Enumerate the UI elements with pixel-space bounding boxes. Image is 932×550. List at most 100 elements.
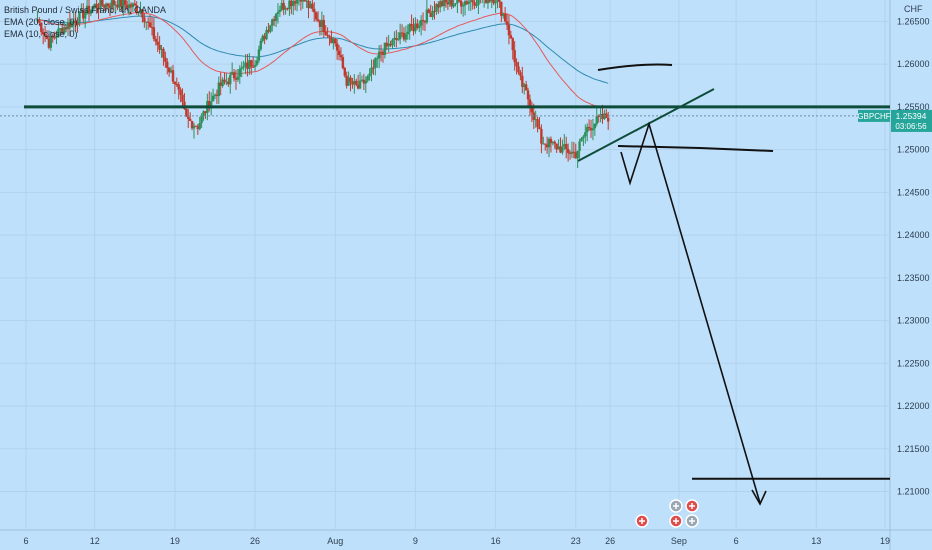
economic-events[interactable] [635,499,699,528]
candle-body [183,101,186,109]
candle-body [316,19,320,21]
candle-body [290,0,293,7]
candle-body [112,0,116,5]
candle-body [192,125,196,129]
event-flag-icon[interactable] [669,514,683,528]
event-flag-icon[interactable] [635,514,649,528]
candle-body [503,14,507,22]
candle-body [127,4,131,9]
y-tick-label: 1.23500 [897,273,930,283]
candle-body [574,152,577,159]
price-axis[interactable]: 1.26500 1.26000 1.25500 1.25000 1.24500 1.240… [897,4,930,497]
y-tick-label: 1.22000 [897,401,930,411]
candle-body [461,5,465,7]
candle-body [345,75,348,86]
x-tick-label: 13 [811,536,821,546]
candle-body [82,9,85,19]
candle-body [418,25,421,28]
candle-body [148,22,152,27]
ema20-label: EMA (20, close, 0) [4,17,78,27]
candle-body [45,35,49,39]
candle-body [91,6,95,10]
candle-body [492,0,495,4]
projection-path [620,121,761,504]
candle-body [171,70,175,82]
candle-body [358,80,362,89]
candle-body [498,0,501,2]
candle-body [57,28,60,37]
candle-body [251,66,255,68]
candle-body [370,67,373,74]
candle-body [103,5,106,8]
candle-body [135,5,138,12]
candle-body [40,22,43,32]
event-flag-icon[interactable] [669,499,683,513]
candle-body [404,34,408,40]
currency-label: CHF [904,4,923,14]
candle-body [282,2,285,10]
candle-body [494,1,497,4]
candle-body [458,0,461,1]
candle-body [53,37,56,39]
candle-body [446,2,450,5]
candle-body [431,10,434,17]
candle-body [538,127,541,130]
candle-body [80,9,83,12]
candle-body [162,48,165,58]
candle-body [607,117,610,122]
candle-body [190,121,194,129]
candle-body [469,0,472,2]
x-tick-label: 12 [90,536,100,546]
candle-body [202,111,205,116]
candle-body [167,67,171,73]
candle-body [580,138,583,142]
candle-body [435,4,438,12]
price-tag [891,109,932,132]
candle-body [433,10,436,12]
candle-body [230,72,234,75]
candle-body [328,36,331,38]
candle-body [488,0,492,2]
candle-body [593,123,597,129]
candle-body [563,144,566,147]
candle-body [164,57,167,62]
candle-body [454,3,457,5]
candle-body [421,19,425,21]
candle-body [429,13,432,17]
y-tick-label: 1.24500 [897,187,930,197]
candle-body [87,5,91,14]
candle-body [131,3,135,8]
candle-body [118,0,121,8]
candle-body [524,84,528,91]
candle-body [570,151,574,154]
candle-body [595,116,598,124]
candle-body [439,1,442,8]
candle-body [318,20,322,27]
candle-body [406,31,409,35]
candle-body [66,22,70,30]
candle-body [320,19,324,27]
candle-body [59,28,62,30]
candle-body [38,19,41,23]
candle-body [465,1,469,4]
candle-body [360,79,364,81]
candle-body [101,0,104,6]
time-axis[interactable]: 6 12 19 26 Aug 9 16 23 26 Sep 6 13 19 [23,536,890,546]
candle-body [364,80,367,84]
candle-body [267,29,270,32]
candle-body [242,66,245,68]
candle-body [589,128,593,131]
candle-body [145,21,148,23]
event-flag-icon[interactable] [685,499,699,513]
candle-body [200,115,203,124]
candle-body [293,1,297,4]
candle-body [215,94,219,97]
candle-body [139,9,142,12]
candle-body [261,35,264,41]
candle-body [349,77,352,82]
candle-body [89,9,93,14]
candle-body [41,31,45,35]
candle-body [51,36,54,38]
event-flag-icon[interactable] [685,514,699,528]
